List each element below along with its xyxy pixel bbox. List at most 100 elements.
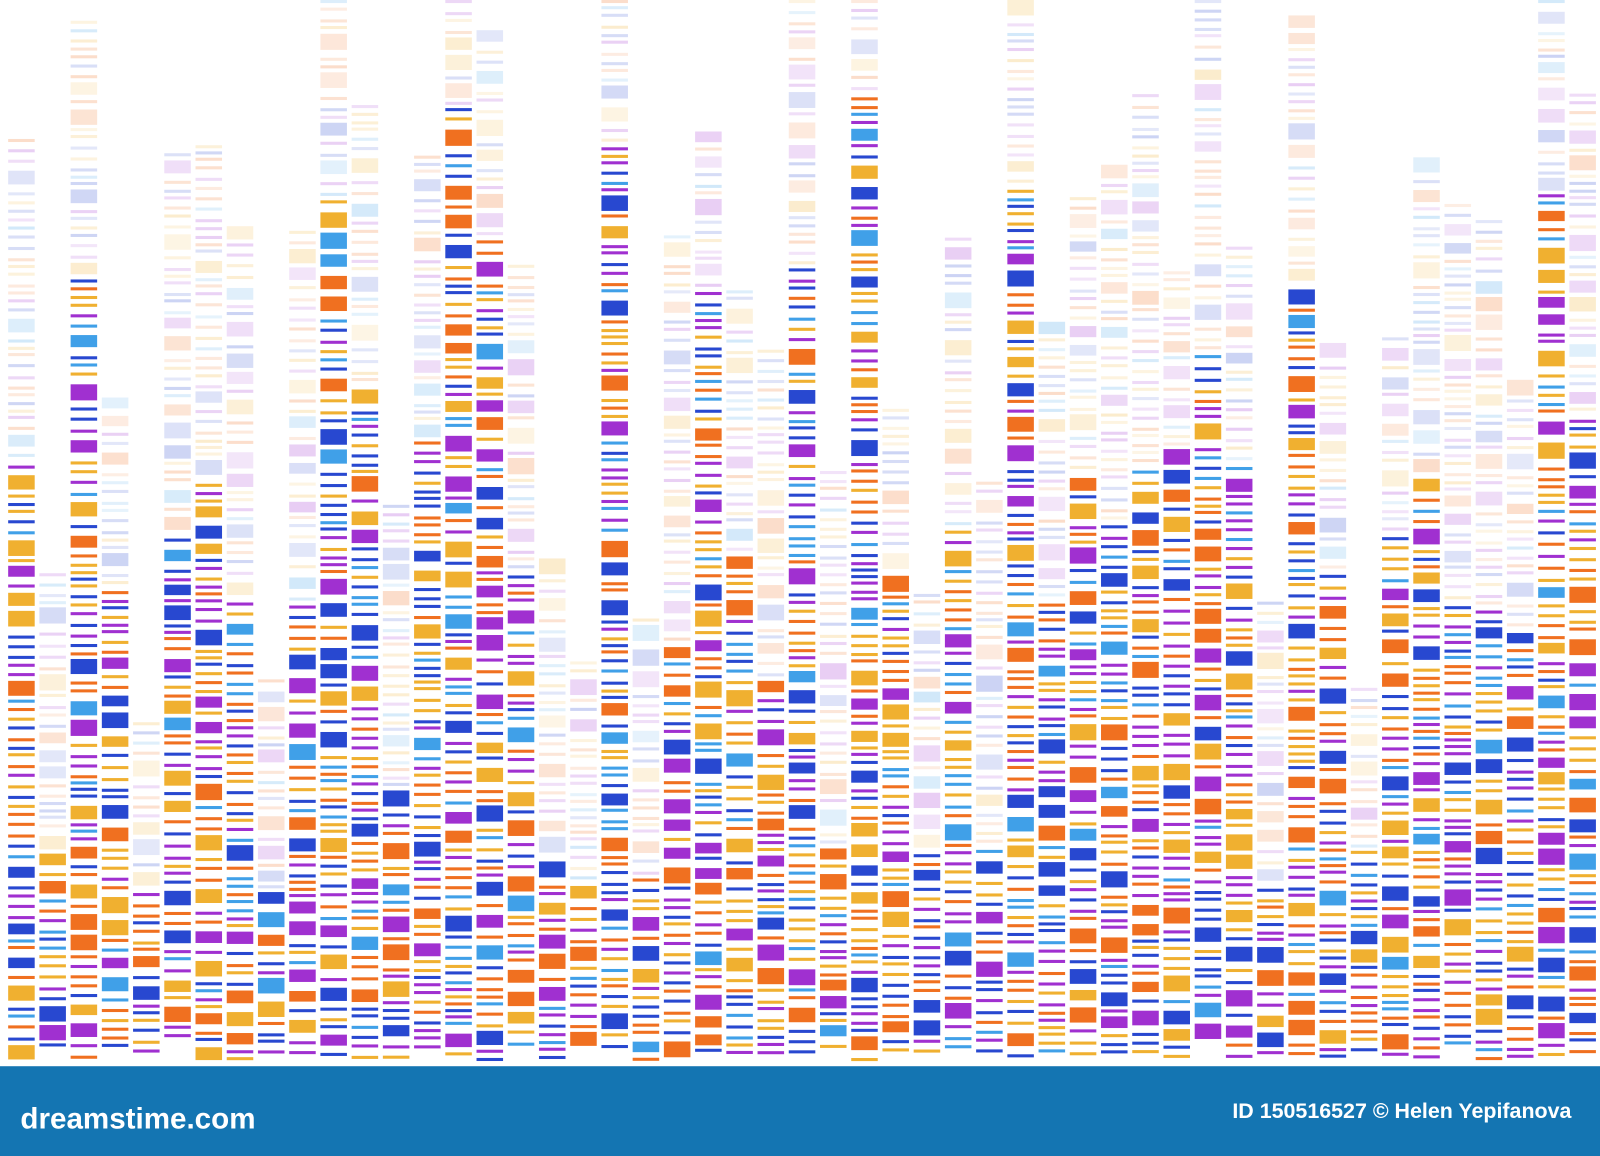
sequence-band	[788, 762, 816, 774]
sequence-band	[1506, 930, 1534, 934]
sequence-band	[820, 940, 847, 944]
sequence-band	[820, 950, 847, 954]
sequence-band	[70, 244, 98, 248]
sequence-band	[289, 444, 316, 457]
sequence-band	[164, 820, 191, 824]
sequence-band	[882, 704, 909, 720]
sequence-band	[788, 112, 816, 116]
sequence-band	[820, 864, 847, 868]
sequence-band	[164, 299, 191, 303]
sequence-band	[133, 822, 160, 835]
sequence-band	[1382, 974, 1409, 979]
sequence-band	[944, 522, 972, 526]
sequence-band	[8, 726, 35, 730]
sequence-band	[1007, 544, 1034, 561]
sequence-band	[1382, 491, 1409, 495]
sequence-band	[445, 76, 472, 80]
sequence-band	[8, 939, 35, 943]
sequence-band	[1038, 991, 1066, 995]
sequence-band	[320, 141, 347, 145]
sequence-band	[320, 419, 347, 423]
sequence-band	[663, 1031, 691, 1035]
sequence-band	[1194, 798, 1222, 815]
sequence-band	[8, 308, 35, 312]
sequence-band	[570, 766, 597, 770]
sequence-band	[632, 720, 660, 724]
sequence-band	[1475, 314, 1503, 330]
sequence-band	[757, 911, 785, 915]
sequence-band	[976, 950, 1003, 954]
sequence-band	[133, 914, 160, 918]
sequence-band	[1288, 623, 1315, 639]
sequence-band	[1225, 478, 1253, 492]
sequence-band	[414, 615, 441, 620]
sequence-band	[320, 709, 347, 713]
sequence-band	[1413, 340, 1440, 344]
sequence-band	[8, 502, 35, 507]
sequence-band	[695, 565, 722, 569]
sequence-band	[788, 755, 816, 759]
sequence-band	[195, 356, 223, 360]
sequence-band	[788, 83, 816, 87]
sequence-band	[851, 418, 878, 422]
sequence-band	[1506, 912, 1534, 916]
sequence-band	[1413, 736, 1440, 740]
sequence-band	[882, 876, 909, 880]
sequence-band	[632, 968, 660, 983]
sequence-band	[601, 251, 628, 255]
sequence-band	[476, 449, 504, 462]
sequence-band	[445, 456, 472, 460]
sequence-band	[351, 192, 379, 196]
sequence-band	[1101, 310, 1128, 314]
sequence-band	[976, 558, 1003, 562]
sequence-band	[820, 695, 847, 706]
sequence-band	[70, 128, 98, 132]
sequence-band	[1163, 803, 1190, 807]
sequence-band	[944, 740, 972, 751]
sequence-band	[1038, 384, 1066, 388]
sequence-band	[1288, 706, 1315, 721]
sequence-band	[1506, 418, 1534, 422]
sequence-band	[601, 62, 628, 66]
sequence-band	[976, 601, 1003, 605]
sequence-band	[507, 716, 535, 720]
sequence-band	[1132, 703, 1159, 707]
sequence-band	[1475, 847, 1503, 865]
sequence-band	[164, 856, 191, 860]
sequence-band	[695, 379, 722, 383]
sequence-band	[195, 157, 223, 161]
sequence-band	[851, 653, 878, 657]
sequence-band	[1101, 699, 1128, 703]
sequence-band	[476, 866, 504, 870]
sequence-band	[976, 911, 1003, 924]
sequence-band	[1506, 819, 1534, 823]
sequence-band	[226, 430, 254, 434]
sequence-band	[445, 789, 472, 793]
sequence-band	[1038, 603, 1066, 607]
sequence-band	[851, 892, 878, 904]
sequence-band	[1506, 673, 1534, 677]
sequence-band	[445, 476, 472, 492]
sequence-band	[788, 338, 816, 342]
sequence-band	[8, 386, 35, 390]
sequence-band	[1569, 502, 1596, 506]
sequence-band	[757, 426, 785, 430]
sequence-band	[164, 763, 191, 767]
sequence-band	[70, 914, 98, 930]
sequence-band	[507, 340, 535, 354]
sequence-band	[414, 757, 441, 761]
sequence-band	[1319, 870, 1347, 874]
sequence-band	[70, 109, 98, 125]
sequence-band	[226, 353, 254, 368]
sequence-band	[289, 817, 316, 830]
sequence-band	[1413, 943, 1440, 947]
sequence-band	[1288, 431, 1315, 435]
sequence-band	[1506, 1037, 1534, 1041]
sequence-band	[1538, 374, 1565, 378]
sequence-band	[1475, 548, 1503, 552]
sequence-band	[164, 196, 191, 200]
sequence-band	[257, 934, 285, 946]
sequence-band	[1382, 811, 1409, 815]
sequence-band	[663, 582, 691, 586]
sequence-band	[1257, 899, 1284, 903]
